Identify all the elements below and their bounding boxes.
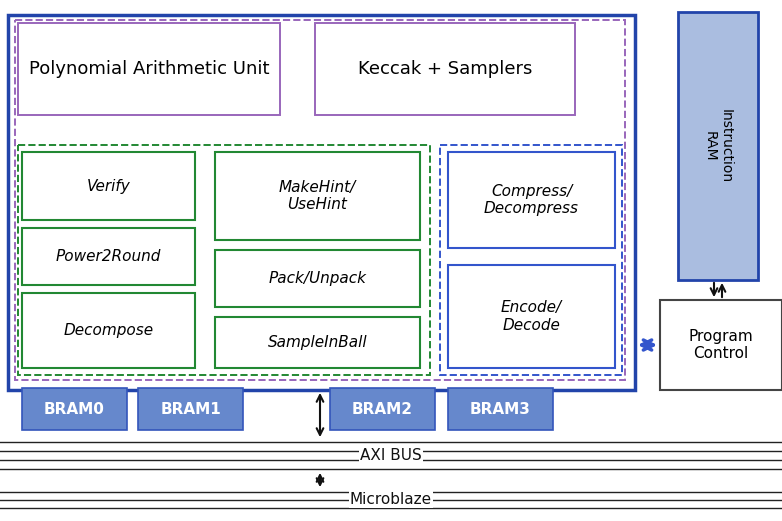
Bar bbox=[22, 293, 195, 368]
Text: BRAM3: BRAM3 bbox=[470, 402, 531, 416]
Text: Encode/
Decode: Encode/ Decode bbox=[501, 300, 562, 333]
Text: BRAM1: BRAM1 bbox=[160, 402, 221, 416]
Bar bbox=[315, 23, 575, 115]
Bar bbox=[18, 23, 280, 115]
Text: Decompose: Decompose bbox=[63, 323, 153, 338]
Text: Compress/
Decompress: Compress/ Decompress bbox=[484, 184, 579, 216]
Bar bbox=[22, 152, 195, 220]
Text: Verify: Verify bbox=[87, 179, 131, 193]
Text: SampleInBall: SampleInBall bbox=[267, 335, 368, 350]
Bar bbox=[15, 20, 625, 380]
Bar bbox=[18, 145, 430, 375]
Text: Keccak + Samplers: Keccak + Samplers bbox=[358, 60, 533, 78]
Bar bbox=[448, 388, 553, 430]
Bar bbox=[8, 15, 635, 390]
Text: Program
Control: Program Control bbox=[689, 329, 753, 361]
Bar bbox=[22, 228, 195, 285]
Text: Pack/Unpack: Pack/Unpack bbox=[268, 271, 367, 286]
Text: BRAM0: BRAM0 bbox=[44, 402, 105, 416]
Bar bbox=[448, 152, 615, 248]
Bar bbox=[138, 388, 243, 430]
Bar bbox=[215, 317, 420, 368]
Bar bbox=[330, 388, 435, 430]
Bar bbox=[678, 12, 758, 280]
Bar bbox=[448, 265, 615, 368]
Text: MakeHint/
UseHint: MakeHint/ UseHint bbox=[279, 180, 356, 212]
Bar bbox=[440, 145, 622, 375]
Text: AXI BUS: AXI BUS bbox=[361, 448, 421, 463]
Bar bbox=[660, 300, 782, 390]
Text: Microblaze: Microblaze bbox=[350, 491, 432, 506]
Text: Instruction
RAM: Instruction RAM bbox=[703, 109, 733, 183]
Bar bbox=[215, 250, 420, 307]
Text: Power2Round: Power2Round bbox=[56, 249, 161, 264]
Text: BRAM2: BRAM2 bbox=[352, 402, 413, 416]
Text: AXI BUS: AXI BUS bbox=[361, 448, 421, 463]
Bar bbox=[22, 388, 127, 430]
Bar bbox=[215, 152, 420, 240]
Text: Polynomial Arithmetic Unit: Polynomial Arithmetic Unit bbox=[29, 60, 269, 78]
